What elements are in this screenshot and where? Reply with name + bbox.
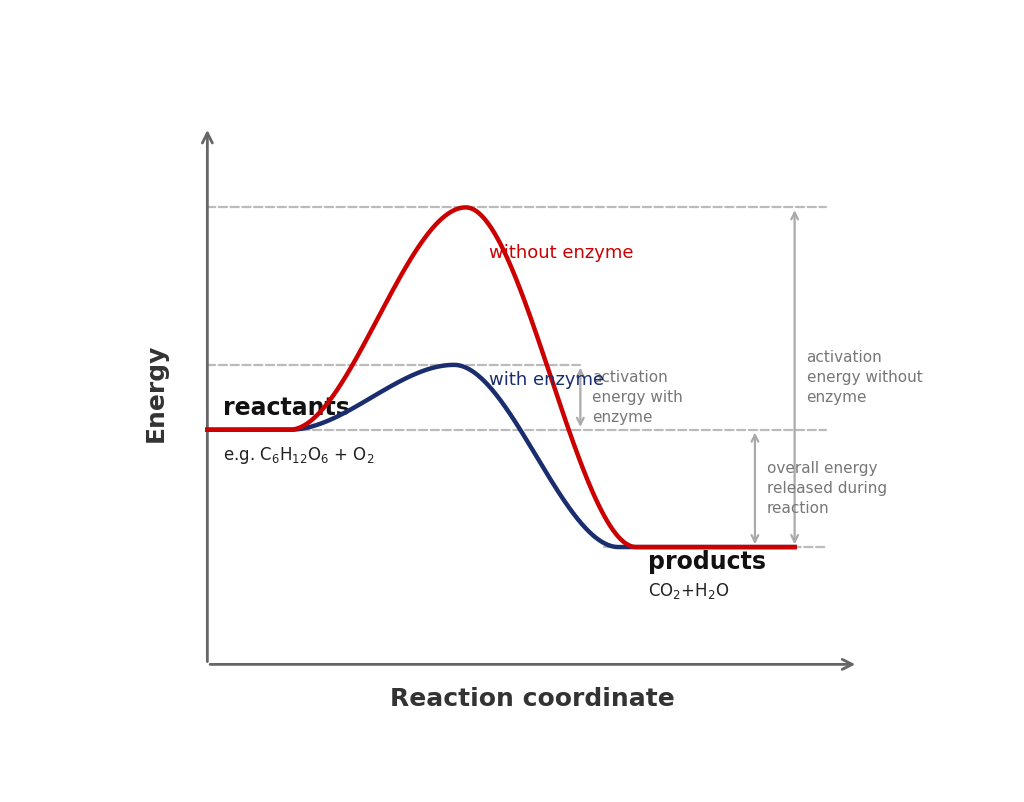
Text: Energy: Energy xyxy=(143,343,168,442)
Text: overall energy
released during
reaction: overall energy released during reaction xyxy=(767,461,887,516)
Text: with enzyme: with enzyme xyxy=(489,371,604,389)
Text: activation
energy with
enzyme: activation energy with enzyme xyxy=(592,370,683,424)
Text: CO$_2$+H$_2$O: CO$_2$+H$_2$O xyxy=(648,581,729,601)
Text: reactants: reactants xyxy=(223,396,350,420)
Text: Reaction coordinate: Reaction coordinate xyxy=(390,687,675,711)
Text: without enzyme: without enzyme xyxy=(489,245,634,262)
Text: products: products xyxy=(648,550,766,574)
Text: activation
energy without
enzyme: activation energy without enzyme xyxy=(807,350,923,404)
Text: e.g. C$_6$H$_{12}$O$_6$ + O$_2$: e.g. C$_6$H$_{12}$O$_6$ + O$_2$ xyxy=(223,445,375,466)
